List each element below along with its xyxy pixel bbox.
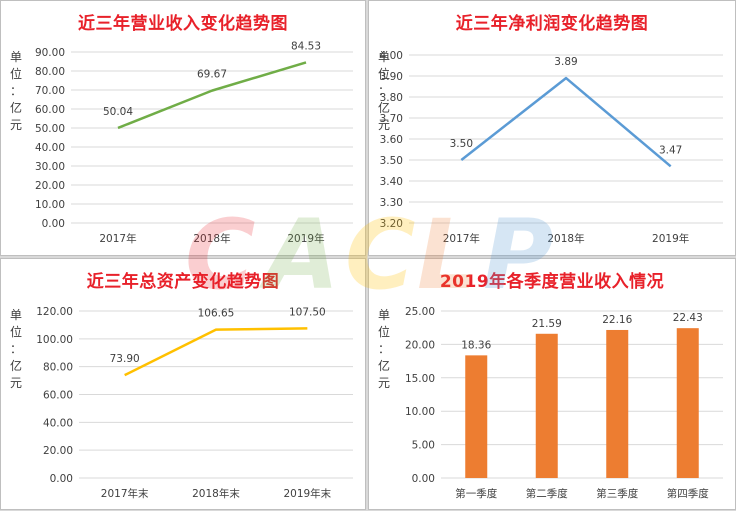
x-tick-label: 2019年: [652, 232, 689, 245]
y-tick-label: 60.00: [35, 104, 65, 116]
data-label: 84.53: [291, 40, 321, 52]
x-tick-label: 2017年末: [101, 487, 149, 500]
bar: [465, 355, 487, 478]
y-tick-label: 3.70: [380, 113, 403, 125]
y-tick-label: 20.00: [43, 445, 73, 457]
y-tick-label: 0.00: [42, 218, 65, 230]
y-tick-label: 10.00: [35, 199, 65, 211]
line-chart-assets: 0.00 20.00 40.00 60.00 80.00 100.00 120.00 2017…: [1, 259, 367, 511]
x-tick-label: 2018年: [193, 232, 230, 245]
bar: [606, 330, 628, 478]
x-tick-label: 2017年: [99, 232, 136, 245]
y-tick-label: 40.00: [43, 417, 73, 429]
y-tick-label: 25.00: [405, 306, 435, 318]
x-tick-label: 2018年: [547, 232, 584, 245]
y-tick-label: 5.00: [412, 440, 435, 452]
data-label: 22.43: [673, 312, 703, 324]
x-tick-label: 2018年末: [192, 487, 240, 500]
series-line: [125, 328, 308, 375]
y-tick-label: 0.00: [50, 473, 73, 485]
data-label: 3.89: [554, 56, 577, 68]
y-tick-label: 60.00: [43, 390, 73, 402]
y-tick-label: 20.00: [35, 180, 65, 192]
data-label: 22.16: [602, 314, 632, 326]
series-line: [461, 78, 670, 166]
x-tick-label: 2019年: [287, 232, 324, 245]
data-label: 107.50: [289, 306, 326, 318]
x-tick-label: 2017年: [443, 232, 480, 245]
y-tick-label: 3.30: [380, 197, 403, 209]
x-tick-label: 第二季度: [526, 487, 568, 500]
data-label: 50.04: [103, 106, 133, 118]
y-tick-label: 120.00: [36, 306, 73, 318]
y-tick-label: 4.00: [380, 50, 403, 62]
data-label: 3.47: [659, 144, 682, 156]
data-label: 69.67: [197, 69, 227, 81]
y-tick-label: 40.00: [35, 142, 65, 154]
y-tick-label: 90.00: [35, 47, 65, 59]
data-label: 106.65: [198, 308, 235, 320]
y-tick-label: 70.00: [35, 85, 65, 97]
bar: [536, 334, 558, 478]
y-tick-label: 3.80: [380, 92, 403, 104]
bar-chart-quarterly: 0.00 5.00 10.00 15.00 20.00 25.00 第一季度 第二季度 第三季度…: [369, 259, 736, 511]
y-tick-label: 80.00: [43, 362, 73, 374]
data-label: 73.90: [110, 353, 140, 365]
y-tick-label: 80.00: [35, 66, 65, 78]
y-tick-label: 100.00: [36, 334, 73, 346]
line-chart-profit: 3.20 3.30 3.40 3.50 3.60 3.70 3.80 3.90 4.00 2017…: [369, 1, 736, 257]
y-tick-label: 3.90: [380, 71, 403, 83]
data-label: 21.59: [532, 318, 562, 330]
y-tick-label: 0.00: [412, 473, 435, 485]
y-tick-label: 3.50: [380, 155, 403, 167]
data-label: 18.36: [461, 339, 491, 351]
y-tick-label: 15.00: [405, 373, 435, 385]
y-tick-label: 20.00: [405, 339, 435, 351]
data-label: 3.50: [450, 138, 473, 150]
x-tick-label: 第四季度: [667, 487, 709, 500]
y-tick-label: 50.00: [35, 123, 65, 135]
bar: [677, 328, 699, 478]
x-tick-label: 2019年末: [283, 487, 331, 500]
x-tick-label: 第一季度: [455, 487, 497, 500]
y-tick-label: 10.00: [405, 406, 435, 418]
y-tick-label: 3.20: [380, 218, 403, 230]
y-tick-label: 3.60: [380, 134, 403, 146]
x-tick-label: 第三季度: [596, 487, 638, 500]
y-tick-label: 30.00: [35, 161, 65, 173]
line-chart-revenue: 0.00 10.00 20.00 30.00 40.00 50.00 60.00 70.00 8…: [1, 1, 367, 257]
y-tick-label: 3.40: [380, 176, 403, 188]
